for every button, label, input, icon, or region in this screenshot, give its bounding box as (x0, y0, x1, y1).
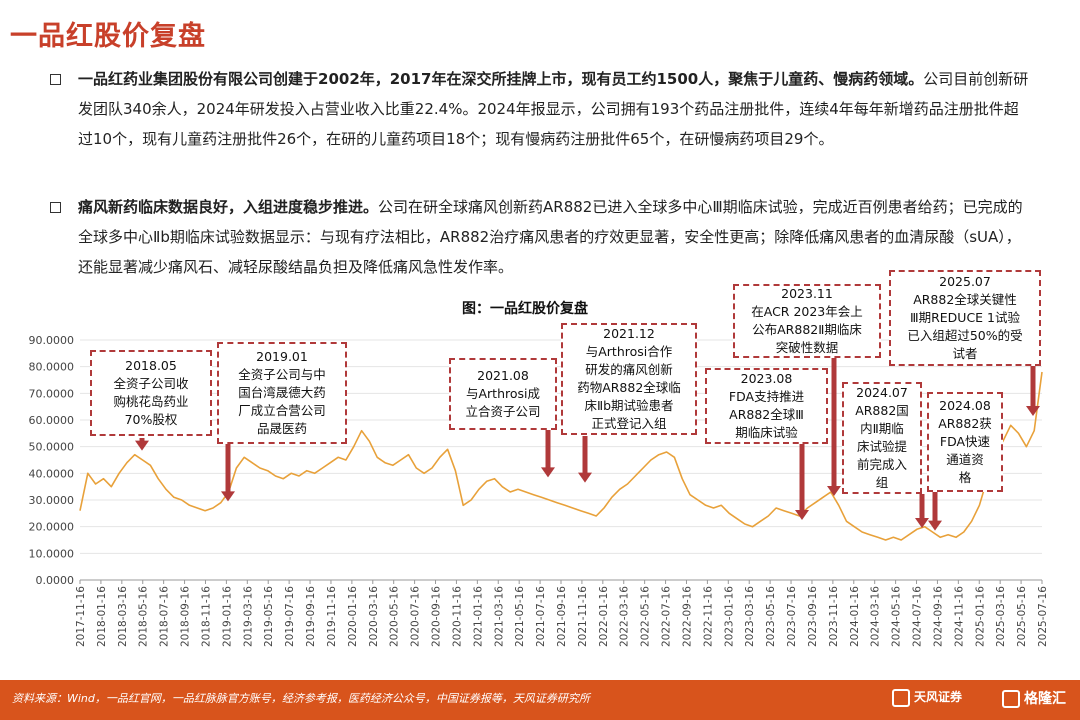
annotation-arrow-head (827, 486, 841, 496)
x-tick-label: 2022-01-16 (598, 586, 610, 647)
x-tick-label: 2018-09-16 (180, 586, 192, 647)
callout-2019-01: 2019.01 全资子公司与中 国台湾晟德大药 厂成立合营公司 品晟医药 (217, 342, 347, 444)
x-tick-label: 2019-05-16 (263, 586, 275, 647)
x-tick-label: 2021-09-16 (556, 586, 568, 647)
annotation-arrow-head (795, 510, 809, 520)
y-tick-label: 40.0000 (29, 467, 75, 480)
bullet-square-icon (50, 202, 61, 213)
x-tick-label: 2023-11-16 (828, 586, 840, 647)
brand-tf-securities: 天风证券 (891, 688, 962, 707)
annotation-arrow-head (928, 520, 942, 531)
x-tick-label: 2020-01-16 (347, 586, 359, 647)
callout-2021-08: 2021.08 与Arthrosi成 立合资子公司 (449, 358, 557, 430)
callout-2021-12: 2021.12 与Arthrosi合作 研发的痛风创新 药物AR882全球临 床… (561, 323, 697, 435)
x-tick-label: 2021-07-16 (535, 586, 547, 647)
y-tick-label: 10.0000 (29, 547, 75, 560)
y-tick-label: 90.0000 (29, 334, 75, 347)
y-tick-label: 50.0000 (29, 441, 75, 454)
bullet-lead: 痛风新药临床数据良好，入组进度稳步推进。 (78, 198, 379, 216)
annotation-arrow-head (915, 518, 929, 528)
x-tick-label: 2022-05-16 (640, 586, 652, 647)
x-tick-label: 2020-03-16 (368, 586, 380, 647)
x-tick-label: 2019-09-16 (305, 586, 317, 647)
tf-logo-icon (891, 688, 910, 707)
x-tick-label: 2020-07-16 (410, 586, 422, 647)
x-tick-label: 2024-07-16 (912, 586, 924, 647)
x-tick-label: 2025-03-16 (995, 586, 1007, 647)
y-tick-label: 20.0000 (29, 521, 75, 534)
callout-2023-08: 2023.08 FDA支持推进 AR882全球Ⅲ 期临床试验 (705, 368, 828, 444)
x-tick-label: 2020-11-16 (451, 586, 463, 647)
x-tick-label: 2023-09-16 (807, 586, 819, 647)
x-tick-label: 2021-05-16 (514, 586, 526, 647)
y-tick-label: 0.0000 (36, 574, 75, 587)
annotation-arrow-head (135, 440, 149, 451)
x-tick-label: 2019-11-16 (326, 586, 338, 647)
page-title: 一品红股价复盘 (10, 21, 206, 52)
footer-source: 资料来源：Wind，一品红官网，一品红脉脉官方账号，经济参考报，医药经济公众号，… (12, 692, 590, 705)
gelonghui-logo-icon (1002, 690, 1020, 708)
bullet-company-overview: 一品红药业集团股份有限公司创建于2002年，2017年在深交所挂牌上市，现有员工… (50, 64, 1030, 154)
x-tick-label: 2024-03-16 (870, 586, 882, 647)
callout-2024-08: 2024.08 AR882获 FDA快速 通道资 格 (927, 392, 1003, 492)
annotation-arrow-head (541, 467, 555, 478)
watermark-gelonghui: 格隆汇 (1002, 688, 1066, 708)
x-tick-label: 2017-11-16 (75, 586, 87, 647)
x-tick-label: 2022-03-16 (619, 586, 631, 647)
x-tick-label: 2023-05-16 (765, 586, 777, 647)
x-tick-label: 2022-07-16 (661, 586, 673, 647)
stock-price-chart: 0.0000 10.0000 20.0000 30.0000 40.0000 50.000… (29, 334, 1050, 647)
y-tick-label: 30.0000 (29, 494, 75, 507)
chart-title: 图：一品红股价复盘 (462, 301, 588, 317)
x-tick-label: 2019-03-16 (242, 586, 254, 647)
y-tick-label: 60.0000 (29, 414, 75, 427)
x-tick-label: 2018-07-16 (159, 586, 171, 647)
x-tick-label: 2018-01-16 (96, 586, 108, 647)
x-tick-label: 2024-09-16 (932, 586, 944, 647)
x-tick-label: 2025-05-16 (1016, 586, 1028, 647)
x-tick-label: 2021-03-16 (493, 586, 505, 647)
x-tick-label: 2021-01-16 (472, 586, 484, 647)
x-tick-label: 2019-07-16 (284, 586, 296, 647)
x-tick-label: 2020-05-16 (389, 586, 401, 647)
x-tick-label: 2024-11-16 (953, 586, 965, 647)
annotation-arrow-head (578, 472, 592, 483)
bullet-lead: 一品红药业集团股份有限公司创建于2002年，2017年在深交所挂牌上市，现有员工… (78, 70, 924, 88)
annotation-arrow-head (221, 491, 235, 502)
bullet-square-icon (50, 74, 61, 85)
callout-2023-11: 2023.11 在ACR 2023年会上 公布AR882Ⅱ期临床 突破性数据 (733, 284, 881, 358)
footer-bar: 资料来源：Wind，一品红官网，一品红脉脉官方账号，经济参考报，医药经济公众号，… (0, 680, 1080, 720)
x-tick-label: 2023-07-16 (786, 586, 798, 647)
x-tick-label: 2022-11-16 (702, 586, 714, 647)
x-tick-label: 2025-01-16 (974, 586, 986, 647)
x-tick-label: 2024-01-16 (849, 586, 861, 647)
y-tick-label: 70.0000 (29, 387, 75, 400)
annotation-arrow-head (1026, 406, 1040, 416)
x-tick-label: 2019-01-16 (221, 586, 233, 647)
x-tick-label: 2018-03-16 (117, 586, 129, 647)
callout-2018-05: 2018.05 全资子公司收 购桃花岛药业 70%股权 (90, 350, 212, 436)
x-tick-label: 2021-11-16 (577, 586, 589, 647)
callout-2025-07: 2025.07 AR882全球关键性 Ⅲ期REDUCE 1试验 已入组超过50%… (889, 270, 1041, 366)
x-tick-label: 2025-07-16 (1037, 586, 1049, 647)
x-tick-label: 2023-03-16 (744, 586, 756, 647)
bullet-body: 公司在研全球痛风创新药AR882已进入全球多中心Ⅲ期临床试验，完成近百例患者给药… (78, 198, 1023, 276)
y-tick-label: 80.0000 (29, 361, 75, 374)
x-tick-label: 2018-05-16 (138, 586, 150, 647)
x-tick-label: 2020-09-16 (431, 586, 443, 647)
x-tick-label: 2023-01-16 (723, 586, 735, 647)
callout-2024-07: 2024.07 AR882国 内Ⅱ期临 床试验提 前完成入 组 (842, 382, 922, 494)
bullet-gout-drug: 痛风新药临床数据良好，入组进度稳步推进。公司在研全球痛风创新药AR882已进入全… (50, 192, 1030, 282)
price-line (79, 371, 1043, 541)
x-tick-label: 2022-09-16 (681, 586, 693, 647)
x-tick-label: 2024-05-16 (891, 586, 903, 647)
x-tick-label: 2018-11-16 (200, 586, 212, 647)
bullet-body: 公司目前创新研发团队340余人，2024年研发投入占营业收入比重22.4%。20… (78, 70, 1029, 148)
